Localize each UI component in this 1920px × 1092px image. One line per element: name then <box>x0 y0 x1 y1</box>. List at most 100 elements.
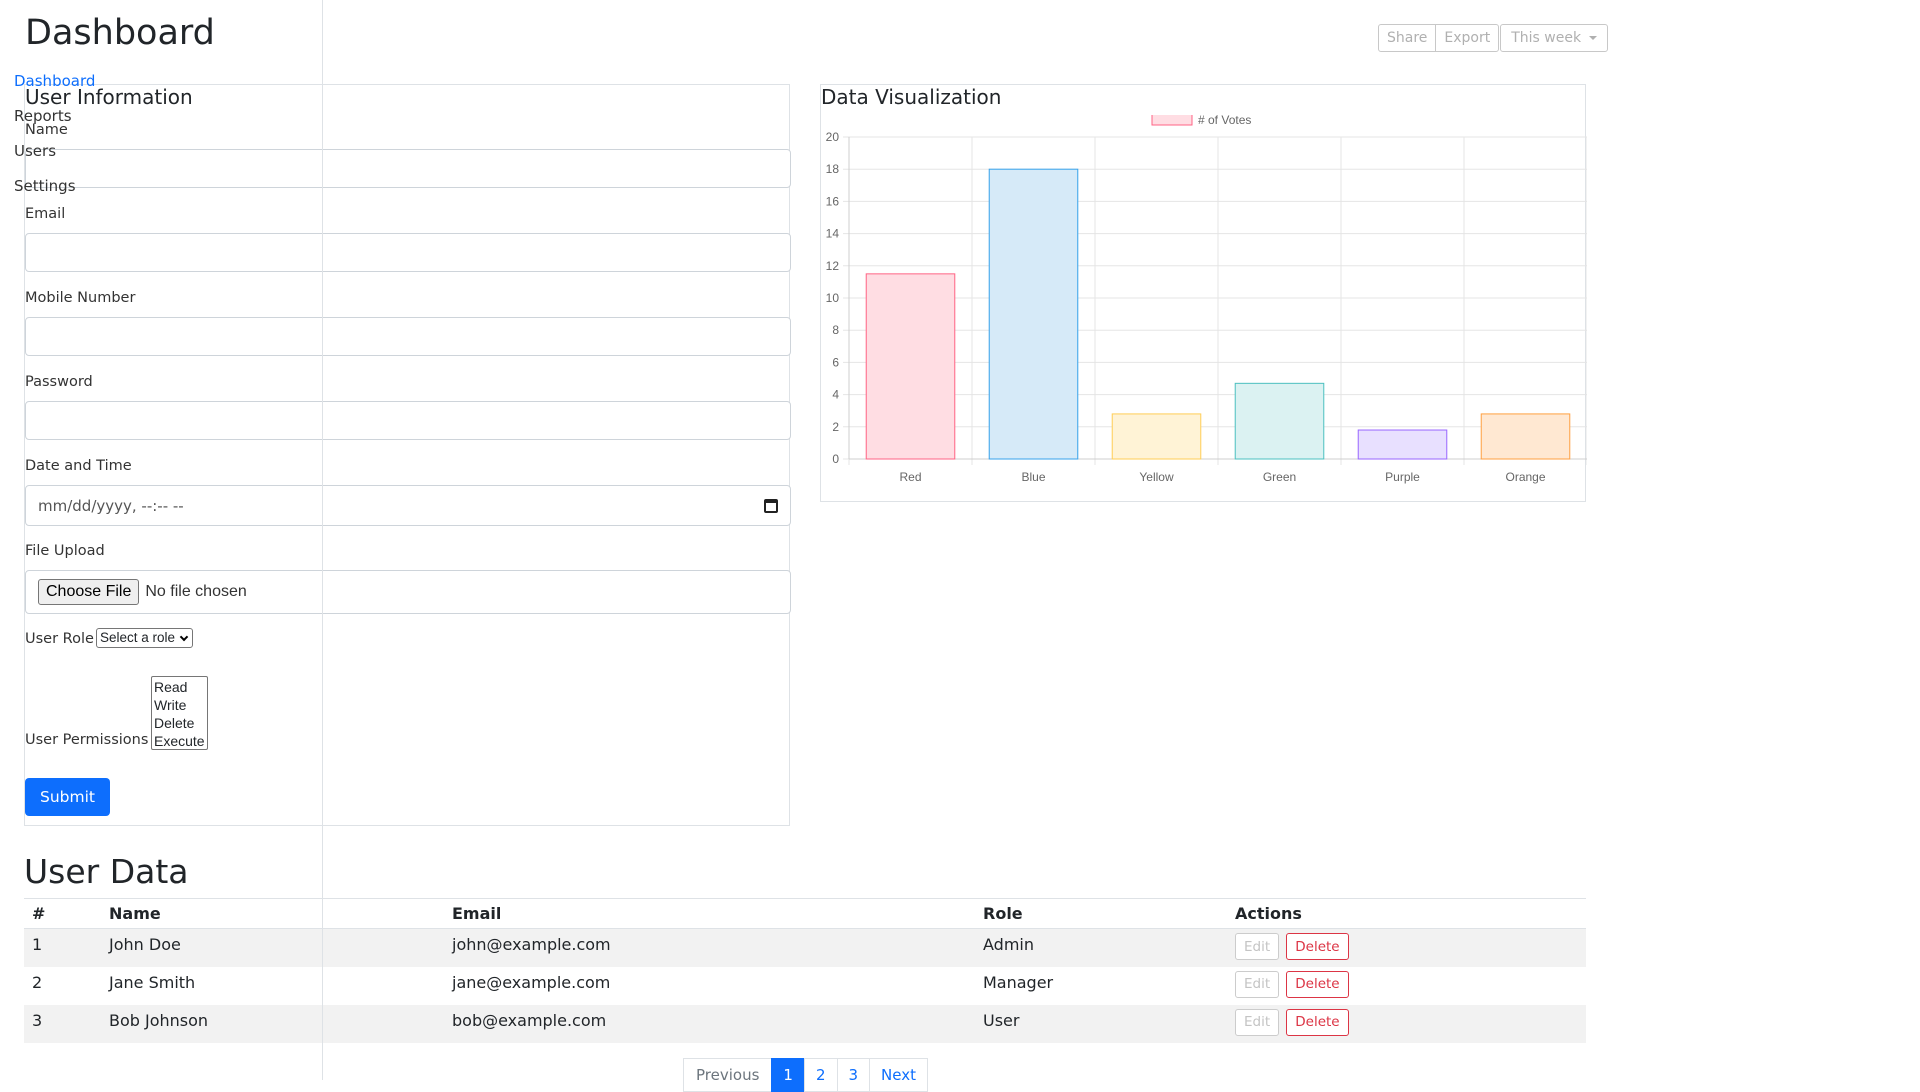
name-label: Name <box>25 122 68 138</box>
user-information-card: User Information Name Email Mobile Numbe… <box>24 84 791 826</box>
period-dropdown-label: This week <box>1511 30 1582 46</box>
row-actions-cell: Edit Delete <box>1227 928 1586 967</box>
permission-option-execute[interactable]: Execute <box>154 733 205 749</box>
x-tick-label: Red <box>899 470 921 484</box>
column-header-email: Email <box>444 898 975 929</box>
column-header-number: # <box>24 898 101 929</box>
table-row: 2 Jane Smith jane@example.com Manager Ed… <box>24 967 1586 1005</box>
sidebar-item-settings[interactable]: Settings <box>14 177 76 195</box>
email-input[interactable] <box>25 233 791 272</box>
bar-blue <box>988 168 1079 460</box>
pagination: Previous 1 2 3 Next <box>683 1058 928 1092</box>
next-page-button[interactable]: Next <box>869 1058 928 1092</box>
user-role-label: User Role <box>25 631 94 647</box>
page-title: Dashboard <box>25 13 215 53</box>
permission-option-read[interactable]: Read <box>154 679 188 695</box>
bar-red <box>865 273 956 460</box>
user-information-title: User Information <box>25 85 193 109</box>
edit-button[interactable]: Edit <box>1235 970 1280 998</box>
mobile-number-input[interactable] <box>25 317 791 356</box>
y-tick-label: 8 <box>832 323 839 337</box>
x-tick-label: Yellow <box>1139 470 1174 484</box>
bar-purple <box>1357 429 1448 460</box>
column-header-role: Role <box>975 898 1227 929</box>
y-tick-label: 0 <box>832 452 839 466</box>
permission-option-delete[interactable]: Delete <box>154 715 195 731</box>
choose-file-button[interactable]: Choose File <box>38 579 140 605</box>
edit-button[interactable]: Edit <box>1235 1008 1280 1036</box>
column-header-actions: Actions <box>1227 898 1586 929</box>
row-number-cell: 2 <box>32 972 43 992</box>
user-role-selected-value: Select a role <box>100 630 176 645</box>
row-actions-cell: Edit Delete <box>1227 1004 1586 1043</box>
page-3-button[interactable]: 3 <box>836 1058 871 1092</box>
file-status-text: No file chosen <box>145 583 247 600</box>
page-1-button[interactable]: 1 <box>771 1058 805 1092</box>
x-tick-label: Purple <box>1385 470 1420 484</box>
y-tick-label: 2 <box>832 420 839 434</box>
y-tick-label: 20 <box>826 130 840 144</box>
previous-page-button[interactable]: Previous <box>683 1058 773 1092</box>
row-name-cell: Bob Johnson <box>101 1004 444 1043</box>
delete-button[interactable]: Delete <box>1286 933 1349 960</box>
email-label: Email <box>25 206 66 222</box>
y-tick-label: 10 <box>826 291 840 305</box>
bar-orange <box>1480 413 1571 460</box>
export-button[interactable]: Export <box>1435 24 1500 52</box>
user-data-title: User Data <box>24 852 189 891</box>
legend-label: # of Votes <box>1198 115 1251 127</box>
datetime-input[interactable]: mm/dd/yyyy, --:-- -- <box>25 485 791 526</box>
calendar-icon[interactable] <box>764 498 778 513</box>
table-row: 3 Bob Johnson bob@example.com User Edit … <box>24 1004 1586 1043</box>
user-permissions-label: User Permissions <box>25 732 149 748</box>
y-tick-label: 18 <box>826 162 840 176</box>
sidebar-item-reports[interactable]: Reports <box>14 107 72 125</box>
y-tick-label: 4 <box>832 388 839 402</box>
table-header-row: # Name Email Role Actions <box>24 898 1586 929</box>
user-role-select[interactable]: Select a role <box>96 628 194 648</box>
caret-down-icon <box>1589 36 1598 40</box>
permission-option-write[interactable]: Write <box>154 697 187 713</box>
legend-swatch <box>1151 115 1193 126</box>
y-tick-label: 6 <box>832 355 839 369</box>
column-header-name: Name <box>101 898 444 929</box>
chevron-down-icon <box>179 632 189 641</box>
datetime-label: Date and Time <box>25 458 132 474</box>
x-tick-label: Orange <box>1505 470 1545 484</box>
delete-button[interactable]: Delete <box>1286 970 1349 998</box>
datetime-placeholder: mm/dd/yyyy, --:-- -- <box>38 496 184 515</box>
sidebar-divider <box>322 0 323 1080</box>
row-role-cell: User <box>975 1004 1227 1043</box>
x-tick-label: Green <box>1263 470 1296 484</box>
mobile-number-label: Mobile Number <box>25 290 136 306</box>
row-number-cell: 3 <box>24 1004 101 1043</box>
user-permissions-listbox[interactable]: Read Write Delete Execute <box>151 676 208 750</box>
password-label: Password <box>25 374 93 390</box>
data-visualization-card: Data Visualization 0 2 4 6 8 10 12 14 16 18 20 Red B… <box>820 84 1587 502</box>
share-button[interactable]: Share <box>1378 24 1437 52</box>
password-input[interactable] <box>25 401 791 440</box>
table-row: 1 John Doe john@example.com Admin Edit D… <box>24 928 1586 967</box>
row-email-cell: jane@example.com <box>452 972 611 992</box>
bar-chart: 0 2 4 6 8 10 12 14 16 18 20 Red Blue Yellow Green Purpl… <box>826 115 1587 484</box>
bar-yellow <box>1111 413 1202 460</box>
data-visualization-title: Data Visualization <box>821 85 1002 109</box>
toolbar: Share Export This week <box>1378 24 1609 52</box>
period-dropdown-button[interactable]: This week <box>1500 24 1609 52</box>
file-upload-label: File Upload <box>25 543 105 559</box>
y-tick-label: 16 <box>826 194 840 208</box>
row-email-cell: john@example.com <box>444 928 975 967</box>
submit-button[interactable]: Submit <box>25 778 110 816</box>
user-data-table: # Name Email Role Actions 1 John Doe joh… <box>24 898 1586 1043</box>
sidebar-item-users[interactable]: Users <box>14 142 57 160</box>
row-actions-cell: Edit Delete <box>1227 967 1586 1005</box>
edit-button[interactable]: Edit <box>1235 933 1280 960</box>
row-number-cell: 1 <box>24 928 101 967</box>
sidebar-nav: Dashboard Reports Users Settings <box>14 72 95 212</box>
page-2-button[interactable]: 2 <box>803 1058 838 1092</box>
delete-button[interactable]: Delete <box>1286 1008 1349 1036</box>
x-tick-label: Blue <box>1021 470 1045 484</box>
row-email-cell: bob@example.com <box>444 1004 975 1043</box>
sidebar-item-dashboard[interactable]: Dashboard <box>14 72 96 90</box>
name-input[interactable] <box>25 149 791 188</box>
